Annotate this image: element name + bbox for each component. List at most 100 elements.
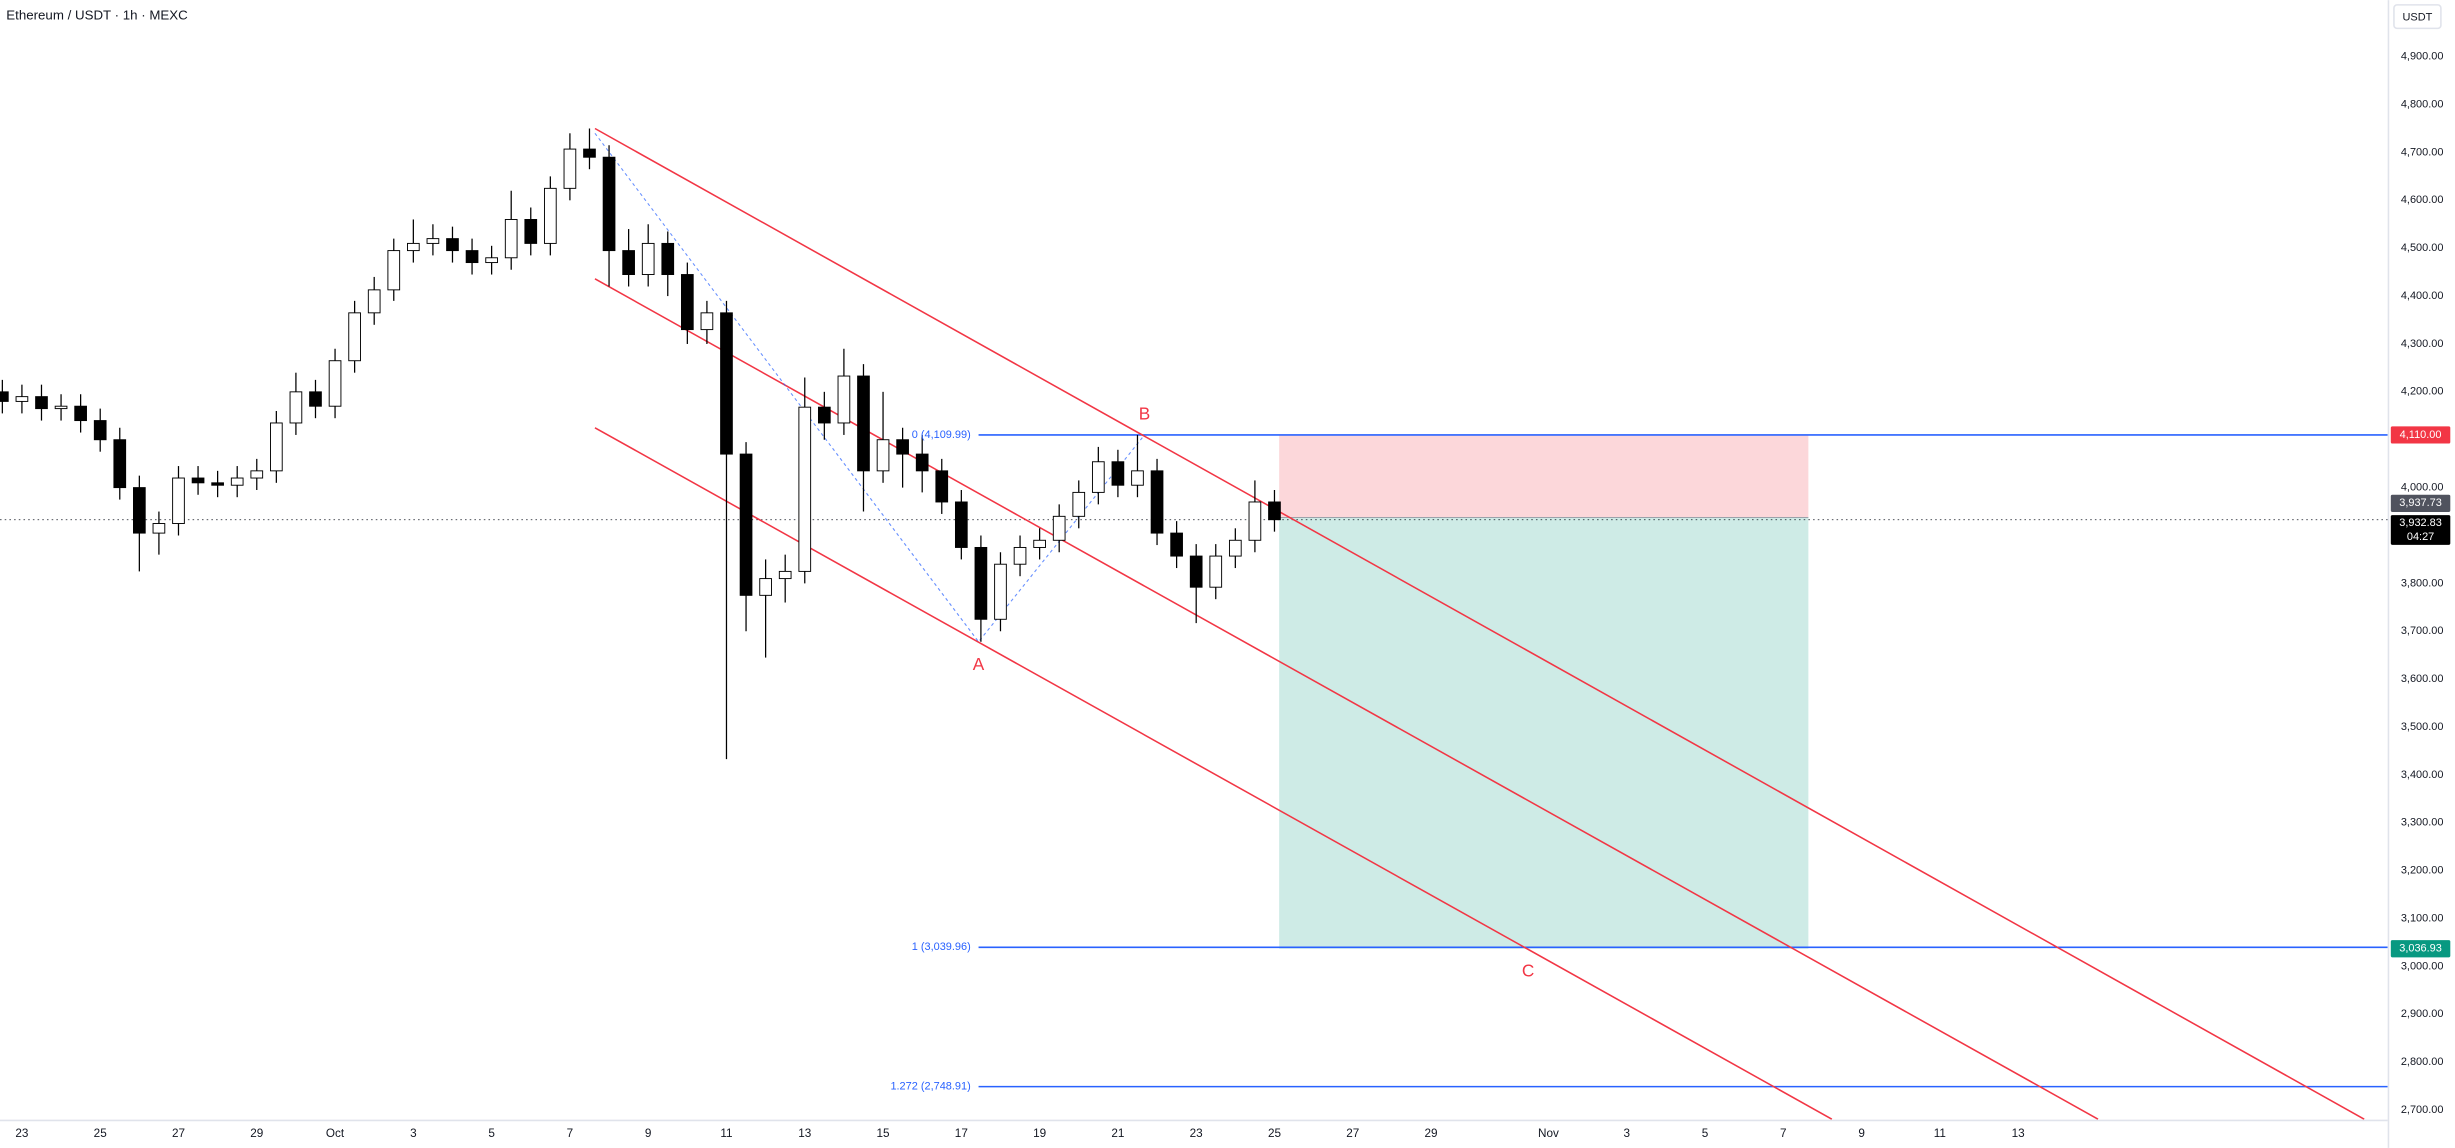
y-tick-label: 3,600.00 bbox=[2401, 673, 2444, 685]
candle-body bbox=[1268, 501, 1281, 521]
y-tick-label: 2,700.00 bbox=[2401, 1104, 2444, 1116]
candle-body bbox=[35, 396, 48, 410]
x-tick-label: 19 bbox=[1033, 1127, 1046, 1140]
candle-body bbox=[1052, 515, 1066, 541]
stop-badge bbox=[2390, 426, 2451, 444]
candle-body bbox=[1248, 501, 1262, 541]
x-tick-label: 25 bbox=[1268, 1127, 1282, 1140]
x-tick-label: 9 bbox=[1858, 1127, 1865, 1140]
candle-body bbox=[1189, 555, 1203, 588]
x-tick-label: 27 bbox=[1346, 1127, 1359, 1140]
fib-label: 0 (4,109.99) bbox=[912, 429, 971, 441]
target-zone bbox=[1279, 517, 1809, 949]
currency-button[interactable] bbox=[2393, 4, 2442, 30]
chart-title: Ethereum / USDT · 1h · MEXC bbox=[6, 7, 188, 22]
candle-body bbox=[289, 391, 303, 424]
candle-body bbox=[641, 242, 655, 276]
entry-badge bbox=[2390, 494, 2451, 512]
candle-body bbox=[1150, 470, 1164, 534]
x-tick-label: 23 bbox=[15, 1127, 29, 1140]
stop-zone bbox=[1279, 434, 1809, 518]
y-tick-label: 3,200.00 bbox=[2401, 865, 2444, 877]
x-tick-label: 13 bbox=[798, 1127, 812, 1140]
fib-label: 1.272 (2,748.91) bbox=[890, 1081, 970, 1093]
candle-body bbox=[54, 405, 68, 410]
y-tick-label: 3,500.00 bbox=[2401, 721, 2444, 733]
candle-body bbox=[915, 453, 929, 472]
candle-body bbox=[817, 406, 831, 424]
candle-body bbox=[211, 482, 224, 486]
x-tick-label: 5 bbox=[1702, 1127, 1709, 1140]
candle-body bbox=[446, 238, 459, 252]
x-tick-label: 17 bbox=[955, 1127, 968, 1140]
candle-body bbox=[74, 405, 87, 422]
target-badge-label: 3,036.93 bbox=[2399, 943, 2442, 955]
x-tick-label: 13 bbox=[2012, 1127, 2026, 1140]
candle-body bbox=[876, 439, 890, 472]
x-tick-label: 21 bbox=[1111, 1127, 1124, 1140]
currency-button-label[interactable]: USDT bbox=[2403, 11, 2433, 23]
candle-body bbox=[543, 187, 557, 244]
entry-badge-label: 3,937.73 bbox=[2399, 497, 2442, 509]
y-tick-label: 4,300.00 bbox=[2401, 338, 2444, 350]
candle-body bbox=[935, 470, 949, 503]
candle-body bbox=[680, 274, 694, 331]
x-tick-label: 7 bbox=[567, 1127, 574, 1140]
countdown-label: 04:27 bbox=[2407, 531, 2434, 543]
candle-body bbox=[1072, 491, 1086, 517]
y-tick-label: 4,800.00 bbox=[2401, 98, 2444, 110]
y-tick-label: 3,000.00 bbox=[2401, 960, 2444, 972]
y-tick-label: 4,200.00 bbox=[2401, 386, 2444, 398]
y-tick-label: 3,700.00 bbox=[2401, 625, 2444, 637]
candle-body bbox=[230, 477, 244, 486]
x-tick-label: 27 bbox=[172, 1127, 185, 1140]
y-tick-label: 4,900.00 bbox=[2401, 51, 2444, 63]
x-tick-label: 29 bbox=[1425, 1127, 1438, 1140]
candle-body bbox=[426, 238, 440, 244]
x-tick-label: 3 bbox=[1623, 1127, 1630, 1140]
candle-body bbox=[798, 406, 812, 572]
x-tick-label: 11 bbox=[1934, 1127, 1946, 1140]
candle-body bbox=[152, 523, 166, 534]
y-tick-label: 3,800.00 bbox=[2401, 577, 2444, 589]
candle-body bbox=[0, 391, 9, 402]
candle-body bbox=[1091, 461, 1105, 493]
candle-body bbox=[837, 375, 851, 424]
candle-body bbox=[739, 453, 753, 596]
fib-label: 1 (3,039.96) bbox=[912, 941, 971, 953]
candle-body bbox=[1111, 461, 1125, 486]
x-tick-label: 3 bbox=[410, 1127, 417, 1140]
candle-body bbox=[250, 470, 264, 479]
candle-body bbox=[583, 148, 596, 158]
x-tick-label: 23 bbox=[1190, 1127, 1204, 1140]
candle-body bbox=[661, 242, 675, 276]
candle-body bbox=[93, 420, 107, 441]
stop-badge-label: 4,110.00 bbox=[2400, 429, 2442, 441]
y-tick-label: 2,800.00 bbox=[2401, 1056, 2444, 1068]
candle-body bbox=[1131, 470, 1144, 486]
target-badge bbox=[2390, 940, 2451, 958]
candle-body bbox=[700, 312, 714, 331]
wave-label: A bbox=[973, 654, 985, 674]
y-tick-label: 4,700.00 bbox=[2401, 146, 2444, 158]
candle-body bbox=[113, 439, 127, 489]
candle-body bbox=[1033, 539, 1046, 548]
candle-body bbox=[191, 477, 205, 484]
plot-area bbox=[0, 127, 2388, 1120]
candle-body bbox=[328, 360, 342, 407]
y-tick-label: 4,000.00 bbox=[2401, 481, 2444, 493]
candle-body bbox=[602, 156, 616, 252]
candle-body bbox=[465, 250, 479, 264]
y-tick-label: 2,900.00 bbox=[2401, 1008, 2444, 1020]
candle-body bbox=[367, 289, 381, 314]
wave-label: C bbox=[1522, 961, 1534, 981]
candle-body bbox=[720, 312, 733, 455]
candle-body bbox=[974, 546, 988, 620]
candle-body bbox=[309, 391, 322, 407]
candle-body bbox=[994, 563, 1007, 620]
candle-body bbox=[387, 250, 401, 291]
candle-body bbox=[15, 396, 29, 402]
candle-body bbox=[172, 477, 185, 524]
